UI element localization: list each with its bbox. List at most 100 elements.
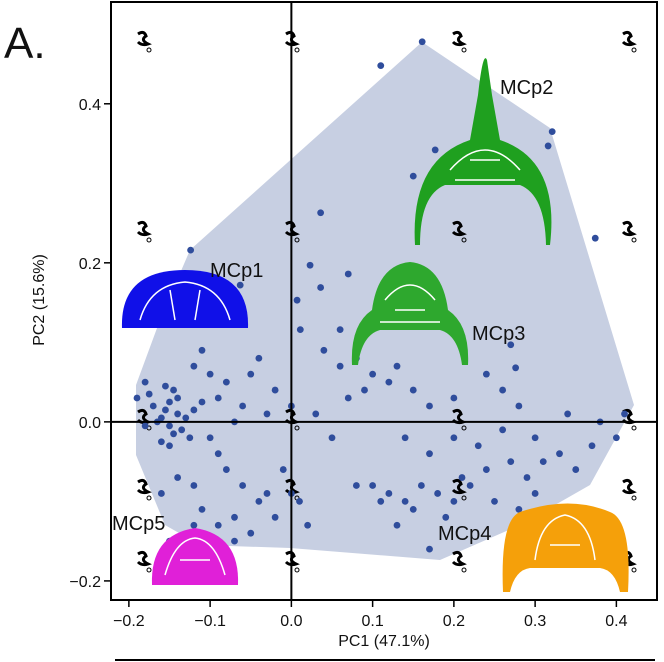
x-tick-label: 0.0	[280, 613, 302, 630]
point	[174, 474, 182, 481]
glyph	[461, 567, 467, 573]
point	[247, 529, 255, 537]
point	[588, 442, 596, 450]
y-tick-label: 0.2	[79, 256, 101, 273]
x-tick-label: −0.2	[113, 613, 145, 630]
point	[591, 234, 599, 242]
point	[515, 505, 523, 513]
shape-mcp3	[351, 262, 469, 365]
point	[431, 146, 439, 154]
point	[198, 346, 206, 354]
point	[385, 378, 393, 386]
point	[231, 513, 238, 521]
point	[317, 209, 325, 217]
point	[312, 410, 320, 418]
point	[409, 505, 417, 513]
point	[157, 438, 165, 446]
y-tick-label: −0.2	[69, 574, 101, 591]
point	[426, 450, 433, 458]
point	[271, 386, 279, 394]
point	[186, 434, 194, 442]
glyph	[136, 550, 152, 567]
point	[377, 62, 385, 70]
glyph	[631, 425, 637, 431]
glyph	[621, 30, 637, 47]
point	[369, 370, 377, 378]
point	[450, 434, 458, 442]
point	[401, 497, 409, 505]
point	[271, 513, 279, 521]
point	[466, 482, 474, 489]
point	[296, 326, 304, 334]
point	[162, 406, 169, 414]
point	[182, 414, 190, 422]
point	[239, 482, 247, 489]
point	[515, 402, 523, 410]
glyph	[146, 47, 152, 53]
point	[512, 364, 520, 372]
point	[612, 434, 620, 442]
point	[409, 172, 417, 180]
point	[214, 521, 222, 529]
glyph	[146, 567, 152, 573]
point	[317, 284, 325, 291]
shape-mcp5	[151, 528, 239, 585]
x-tick-label: −0.1	[194, 613, 226, 630]
point	[178, 426, 186, 434]
point	[157, 490, 165, 497]
point	[206, 434, 214, 442]
point	[564, 410, 572, 418]
point	[263, 410, 271, 418]
point	[556, 450, 563, 458]
point	[255, 497, 263, 505]
shape-mcp1	[121, 270, 249, 328]
plot-frame	[110, 1, 658, 601]
point	[352, 482, 360, 489]
glyph	[146, 495, 152, 501]
point	[544, 142, 552, 150]
glyph	[294, 237, 300, 243]
x-tick-label: 0.1	[362, 613, 384, 630]
point	[198, 398, 206, 406]
point	[198, 505, 206, 513]
point	[236, 281, 244, 289]
point	[393, 521, 401, 529]
y-axis-label: PC2 (15.6%)	[31, 254, 48, 346]
point	[306, 261, 314, 269]
glyph	[136, 478, 152, 495]
point	[539, 458, 547, 466]
point	[434, 490, 442, 497]
point	[328, 434, 336, 442]
point	[426, 402, 433, 410]
y-tick-label: 0.4	[79, 97, 101, 114]
glyph	[294, 47, 300, 53]
point	[401, 434, 409, 442]
glyph	[451, 30, 467, 47]
glyph	[451, 478, 467, 495]
point	[507, 458, 515, 466]
point	[206, 370, 214, 378]
point	[231, 537, 238, 545]
point	[344, 270, 352, 278]
glyph	[621, 220, 637, 237]
point	[166, 442, 173, 450]
point	[482, 370, 490, 378]
point	[336, 326, 344, 334]
point	[187, 246, 195, 254]
point	[222, 466, 230, 473]
point	[523, 474, 531, 481]
point	[190, 521, 198, 529]
point	[190, 362, 198, 370]
point	[572, 466, 580, 473]
point	[190, 482, 198, 489]
point	[491, 497, 498, 505]
point	[170, 430, 177, 438]
x-tick-label: 0.3	[524, 613, 546, 630]
point	[247, 370, 255, 378]
point	[293, 296, 301, 304]
point	[621, 410, 628, 418]
glyph	[621, 478, 637, 495]
shape-mcp2	[414, 58, 552, 245]
annotation: MCp1	[210, 260, 263, 282]
y-tick-label: 0.0	[79, 415, 101, 432]
